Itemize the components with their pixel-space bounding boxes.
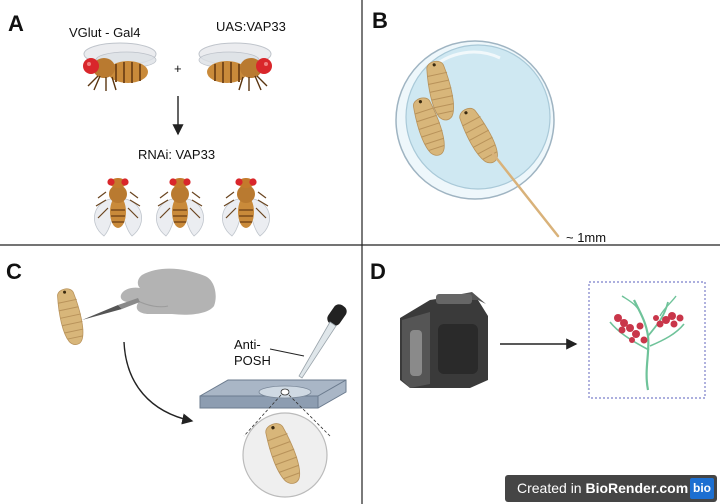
scalpel-icon [82,298,140,320]
panel-letter-a: A [8,11,24,36]
microscope-icon [400,292,488,388]
antibody-label-line-2: POSH [234,353,271,368]
pipette-icon [296,304,347,388]
cross-plus: + [174,61,182,76]
larva-icon [54,286,88,348]
biorender-badge[interactable]: Created in BioRender.com bio [505,475,717,502]
microscope-slide-icon [199,379,347,409]
offspring-label: RNAi: VAP33 [138,147,215,162]
toothpick-icon [488,148,560,238]
antibody-label: Anti- POSH [234,337,271,368]
hand-icon [120,268,216,315]
right-parent-label: UAS:VAP33 [216,19,286,34]
badge-prefix: Created in [517,480,586,496]
antibody-pointer [269,348,305,357]
panel-letter-b: B [372,8,388,33]
badge-brand: BioRender.com [585,480,689,496]
neuron-icon [609,295,685,391]
panel-letter-d: D [370,259,386,284]
panel-letter-c: C [6,259,22,284]
left-parent-label: VGlut - Gal4 [69,25,141,40]
fly-icon [155,177,205,237]
antibody-label-line-1: Anti- [234,337,261,352]
biorender-logo-icon: bio [690,478,714,499]
fly-icon [221,177,271,237]
badge-text: Created in BioRender.com [517,475,688,502]
size-label: ~ 1mm [566,230,606,245]
transfer-arrow [123,341,194,425]
fly-icon [82,42,157,92]
synaptic-boutons [614,312,684,344]
fly-icon [93,177,143,237]
fly-icon [198,42,273,92]
